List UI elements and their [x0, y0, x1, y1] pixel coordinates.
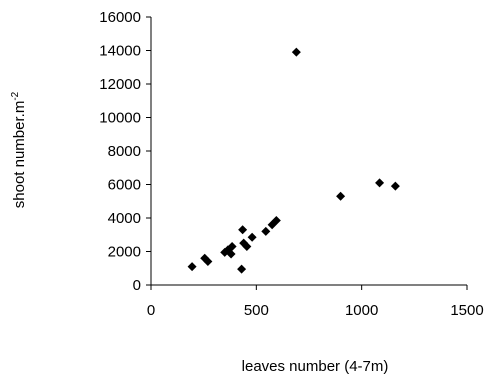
- y-tick-label: 16000: [99, 9, 141, 26]
- y-axis-label: shoot number.m-2: [10, 91, 28, 208]
- y-ticks: 0 2000 4000 6000 8000 10000 12000 14000 16000: [99, 9, 151, 294]
- data-point: [261, 226, 271, 236]
- data-point: [226, 249, 236, 259]
- x-tick-label: 500: [244, 302, 269, 319]
- x-ticks: 0 500 1000 1500: [147, 285, 484, 319]
- data-point: [336, 191, 346, 201]
- data-point: [375, 178, 385, 188]
- x-tick-label: 0: [147, 302, 155, 319]
- x-axis: 0 500 1000 1500: [147, 284, 484, 319]
- data-point: [227, 241, 237, 251]
- data-point: [237, 264, 247, 274]
- y-tick-label: 2000: [108, 244, 141, 261]
- y-tick-label: 10000: [99, 110, 141, 127]
- data-point: [291, 47, 301, 57]
- data-point: [271, 216, 281, 226]
- y-tick-label: 0: [133, 277, 141, 294]
- y-axis: 0 2000 4000 6000 8000 10000 12000 14000 16000: [99, 9, 152, 294]
- y-tick-label: 8000: [108, 143, 141, 160]
- y-axis-label-superscript: -2: [10, 91, 21, 100]
- data-point: [242, 241, 252, 251]
- x-tick-label: 1500: [450, 302, 483, 319]
- data-point: [238, 225, 248, 235]
- x-tick-label: 1000: [345, 302, 378, 319]
- y-tick-label: 6000: [108, 177, 141, 194]
- y-axis-label-text: shoot number.m: [11, 101, 28, 209]
- data-points: [187, 47, 400, 274]
- data-point: [247, 232, 257, 242]
- data-point: [203, 257, 213, 267]
- y-tick-label: 4000: [108, 210, 141, 227]
- y-tick-label: 12000: [99, 76, 141, 93]
- x-axis-label: leaves number (4-7m): [242, 358, 389, 375]
- y-tick-label: 14000: [99, 43, 141, 60]
- data-point: [390, 181, 400, 191]
- data-point: [187, 262, 197, 272]
